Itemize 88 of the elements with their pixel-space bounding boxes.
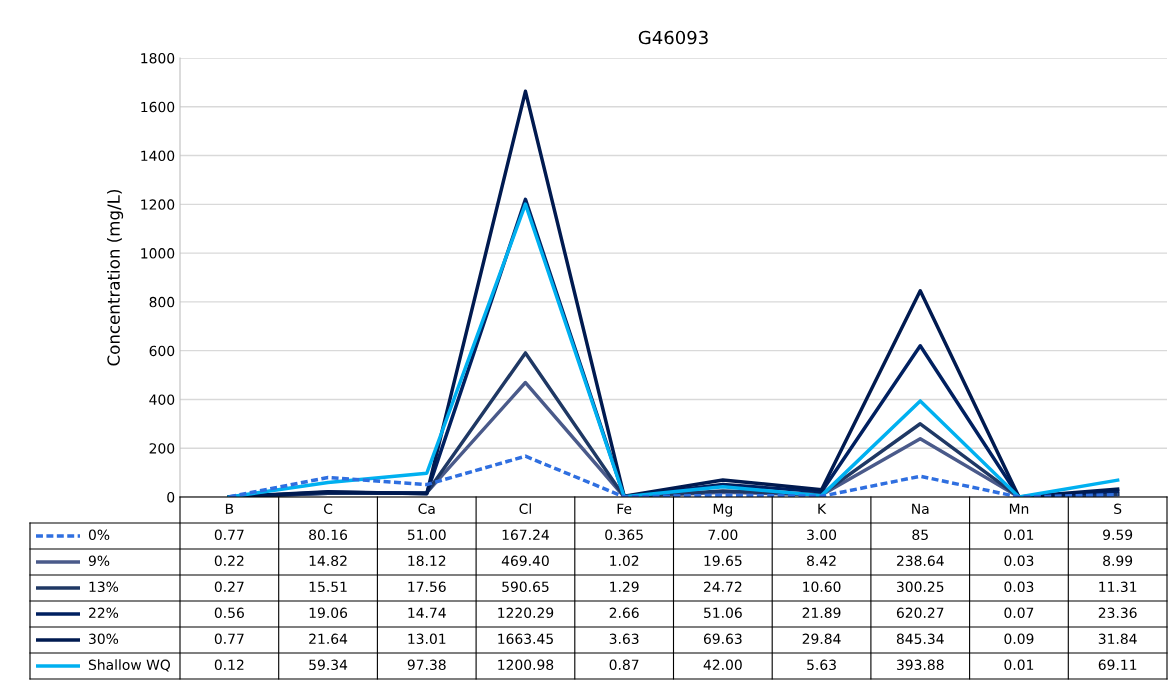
x-tick-label: S bbox=[1114, 503, 1122, 515]
data-label: 14.82 bbox=[309, 555, 347, 567]
data-label: 0.22 bbox=[214, 555, 244, 567]
data-label: 300.25 bbox=[897, 581, 944, 593]
data-label: 17.56 bbox=[408, 581, 446, 593]
data-label: 11.31 bbox=[1099, 581, 1137, 593]
data-label: 590.65 bbox=[502, 581, 549, 593]
legend-label: 9% bbox=[88, 555, 110, 567]
y-tick-label: 400 bbox=[149, 394, 175, 405]
data-label: 10.60 bbox=[803, 581, 841, 593]
data-label: 0.01 bbox=[1004, 659, 1034, 671]
data-label: 24.72 bbox=[703, 581, 742, 592]
x-tick-label: Mg bbox=[713, 503, 732, 517]
data-label: 21.89 bbox=[802, 607, 841, 619]
data-label: 80.16 bbox=[309, 529, 348, 541]
y-tick-label: 200 bbox=[149, 443, 175, 454]
data-label: 13.01 bbox=[408, 633, 446, 645]
data-label: 59.34 bbox=[309, 659, 348, 671]
x-tick-label: Ca bbox=[418, 503, 435, 515]
y-axis-title: Concentration (mg/L) bbox=[106, 189, 124, 366]
data-label: 238.64 bbox=[896, 555, 944, 567]
data-label: 1.29 bbox=[610, 581, 639, 593]
data-label: 42.00 bbox=[703, 659, 742, 671]
data-label: 8.99 bbox=[1103, 555, 1133, 567]
data-label: 0.77 bbox=[214, 529, 244, 541]
y-tick-label: 1800 bbox=[141, 52, 175, 64]
y-tick-label: 1000 bbox=[141, 248, 175, 259]
legend-label: 22% bbox=[89, 607, 119, 619]
data-label: 1200.98 bbox=[498, 659, 554, 671]
data-label: 0.12 bbox=[214, 659, 244, 671]
data-label: 18.12 bbox=[408, 555, 446, 567]
legend-label: 0% bbox=[88, 529, 110, 541]
data-label: 97.38 bbox=[407, 659, 446, 671]
data-label: 167.24 bbox=[502, 529, 549, 541]
x-tick-label: C bbox=[323, 503, 333, 515]
legend-label: 30% bbox=[89, 633, 119, 645]
data-label: 0.365 bbox=[605, 529, 643, 541]
y-tick-label: 1400 bbox=[141, 150, 175, 162]
data-label: 0.03 bbox=[1004, 555, 1034, 567]
data-label: 14.74 bbox=[408, 607, 446, 618]
data-label: 85 bbox=[912, 529, 928, 541]
data-label: 69.63 bbox=[703, 633, 742, 645]
data-label: 19.65 bbox=[704, 555, 742, 567]
legend-label: Shallow WQ bbox=[88, 659, 170, 672]
x-tick-label: Cl bbox=[519, 503, 531, 515]
data-label: 0.09 bbox=[1004, 633, 1034, 645]
data-label: 7.00 bbox=[708, 529, 738, 541]
data-label: 0.07 bbox=[1004, 607, 1034, 619]
data-label: 23.36 bbox=[1098, 607, 1137, 619]
data-label: 0.56 bbox=[214, 607, 244, 619]
data-label: 620.27 bbox=[896, 607, 944, 619]
data-label: 2.66 bbox=[609, 607, 639, 619]
data-label: 0.27 bbox=[214, 581, 244, 593]
y-tick-label: 1600 bbox=[141, 101, 175, 113]
x-tick-label: Na bbox=[912, 503, 929, 515]
data-label: 1.02 bbox=[610, 555, 639, 567]
data-label: 5.63 bbox=[807, 659, 836, 671]
y-tick-label: 1200 bbox=[141, 199, 175, 210]
data-label: 21.64 bbox=[309, 633, 348, 645]
data-label: 51.00 bbox=[407, 529, 446, 541]
data-label: 845.34 bbox=[896, 633, 944, 645]
data-label: 8.42 bbox=[807, 555, 836, 567]
data-label: 19.06 bbox=[309, 607, 348, 619]
data-label: 51.06 bbox=[704, 607, 742, 619]
data-label: 469.40 bbox=[501, 555, 549, 567]
chart-title: G46093 bbox=[638, 30, 708, 45]
data-label: 3.63 bbox=[609, 633, 639, 645]
data-label: 0.77 bbox=[214, 633, 244, 645]
data-label: 29.84 bbox=[802, 633, 841, 645]
data-label: 1663.45 bbox=[498, 633, 553, 645]
data-label: 0.01 bbox=[1004, 529, 1034, 541]
y-tick-label: 600 bbox=[149, 345, 175, 357]
x-tick-label: K bbox=[818, 503, 827, 514]
x-tick-label: Mn bbox=[1009, 503, 1029, 514]
data-label: 3.00 bbox=[807, 529, 837, 541]
x-tick-label: B bbox=[225, 503, 234, 514]
data-label: 393.88 bbox=[897, 659, 944, 671]
data-label: 15.51 bbox=[309, 581, 347, 593]
legend-label: 13% bbox=[89, 581, 119, 593]
data-label: 9.59 bbox=[1103, 529, 1133, 541]
data-label: 0.87 bbox=[609, 659, 639, 671]
data-label: 0.03 bbox=[1004, 581, 1034, 593]
x-tick-label: Fe bbox=[617, 503, 632, 515]
y-tick-label: 800 bbox=[149, 296, 175, 308]
data-label: 1220.29 bbox=[498, 607, 554, 619]
data-label: 69.11 bbox=[1098, 659, 1137, 671]
data-label: 31.84 bbox=[1098, 633, 1137, 645]
y-tick-label: 0 bbox=[167, 491, 175, 503]
